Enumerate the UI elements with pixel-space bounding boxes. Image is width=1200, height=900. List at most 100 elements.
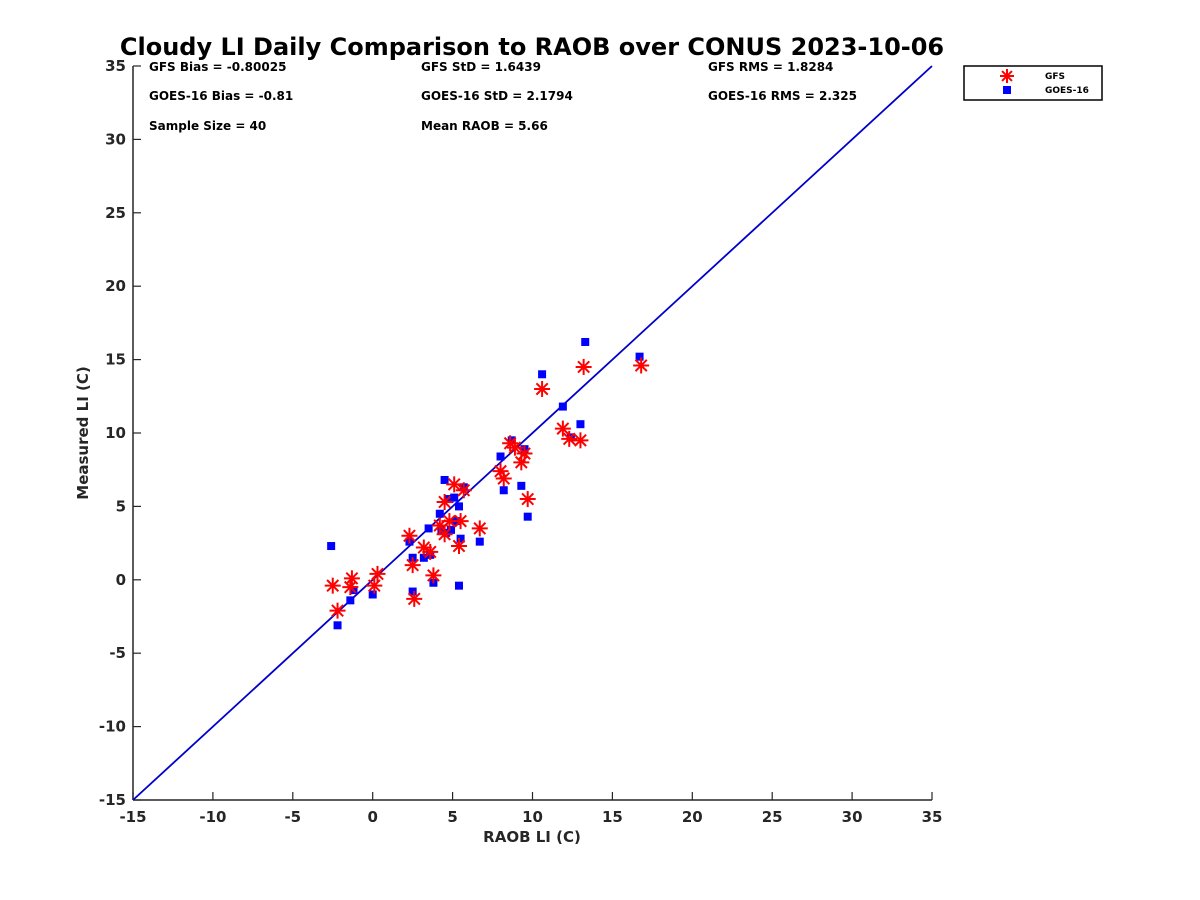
stat-label: GOES-16 RMS = 2.325 (708, 89, 857, 103)
legend-entry-label: GOES-16 (1045, 86, 1089, 96)
goes16-point (454, 502, 463, 511)
stat-label: GOES-16 StD = 2.1794 (421, 89, 573, 103)
goes16-point (475, 537, 484, 546)
x-tick-label: 30 (842, 808, 863, 826)
gfs-point (450, 538, 467, 555)
gfs-point (422, 543, 439, 560)
y-tick-label: 30 (105, 130, 126, 148)
stat-label: Mean RAOB = 5.66 (421, 119, 548, 133)
y-tick-label: -10 (99, 718, 126, 736)
y-tick-label: 10 (105, 424, 126, 442)
goes16-point (419, 553, 428, 562)
gfs-point (561, 430, 578, 447)
gfs-point (401, 527, 418, 544)
y-tick-label: 5 (116, 497, 126, 515)
gfs-point (575, 358, 592, 375)
x-tick-label: -10 (199, 808, 226, 826)
stat-label: GOES-16 Bias = -0.81 (149, 89, 293, 103)
goes16-point (447, 525, 456, 534)
goes16-point (523, 512, 532, 521)
reference-line (132, 65, 933, 801)
gfs-point (441, 513, 458, 530)
gfs-point (633, 357, 650, 374)
chart-title: Cloudy LI Daily Comparison to RAOB over … (120, 33, 944, 61)
stat-label: GFS RMS = 1.8284 (708, 60, 833, 74)
gfs-point (404, 557, 421, 574)
goes16-point (445, 495, 454, 504)
y-tick-label: 0 (116, 571, 126, 589)
y-axis-ticks: -15 -10 -5 0 5 10 15 20 25 30 35 (99, 57, 141, 809)
goes16-point (333, 621, 342, 630)
gfs-point (534, 380, 551, 397)
goes16-point (450, 493, 459, 502)
stat-label: GFS Bias = -0.80025 (149, 60, 286, 74)
legend: GFS GOES-16 (963, 65, 1103, 101)
goes16-point (499, 486, 508, 495)
goes16-point (496, 452, 505, 461)
legend-box (963, 65, 1103, 101)
gfs-point (329, 602, 346, 619)
one-to-one-line (132, 65, 933, 801)
gfs-point (324, 577, 341, 594)
y-tick-label: 20 (105, 277, 126, 295)
goes16-point (581, 337, 590, 346)
legend-gfs-marker (1000, 69, 1014, 83)
goes16-point (538, 370, 547, 379)
y-tick-label: -5 (109, 644, 126, 662)
gfs-point (452, 513, 469, 530)
goes16-point (576, 420, 585, 429)
gfs-point (455, 482, 472, 499)
goes16-point (440, 475, 449, 484)
legend-entry-label: GFS (1045, 72, 1065, 82)
x-tick-label: 20 (682, 808, 703, 826)
gfs-point (436, 493, 453, 510)
gfs-point (446, 476, 463, 493)
legend-goes16-marker (1003, 86, 1011, 94)
gfs-point (572, 432, 589, 449)
gfs-point (406, 590, 423, 607)
y-tick-label: 15 (105, 351, 126, 369)
y-tick-label: -15 (99, 791, 126, 809)
gfs-point (343, 570, 360, 587)
goes16-point (517, 481, 526, 490)
gfs-point (436, 526, 453, 543)
x-axis-label: RAOB LI (C) (483, 828, 581, 846)
stat-label: Sample Size = 40 (149, 119, 266, 133)
x-tick-label: 25 (762, 808, 783, 826)
goes16-point (456, 534, 465, 543)
stat-label: GFS StD = 1.6439 (421, 60, 541, 74)
goes16-point (408, 587, 417, 596)
gfs-point (471, 520, 488, 537)
x-tick-label: -5 (284, 808, 301, 826)
gfs-point (495, 470, 512, 487)
goes16-point (635, 352, 644, 361)
goes16-point (368, 590, 377, 599)
x-tick-label: 15 (602, 808, 623, 826)
goes16-point (346, 596, 355, 605)
y-tick-label: 35 (105, 57, 126, 75)
gfs-point (506, 439, 523, 456)
gfs-point (516, 445, 533, 462)
y-axis-label: Measured LI (C) (74, 366, 92, 499)
x-axis-ticks: -15 -10 -5 0 5 10 15 20 25 30 35 (119, 792, 942, 826)
goes16-point (435, 509, 444, 518)
x-tick-label: -15 (119, 808, 146, 826)
gfs-point (366, 577, 383, 594)
goes16-point (424, 524, 433, 533)
y-tick-label: 25 (105, 204, 126, 222)
goes16-point (327, 542, 336, 551)
x-tick-label: 10 (522, 808, 543, 826)
gfs-point (369, 565, 386, 582)
gfs-point (519, 491, 536, 508)
gfs-point (554, 420, 571, 437)
x-tick-label: 35 (922, 808, 943, 826)
legend-items: GFS GOES-16 (1000, 69, 1089, 96)
x-tick-label: 0 (367, 808, 377, 826)
x-tick-label: 5 (447, 808, 457, 826)
statistics-annotations: GFS Bias = -0.80025 GFS StD = 1.6439 GFS R… (149, 60, 857, 133)
goes16-point (558, 402, 567, 411)
gfs-point (425, 567, 442, 584)
goes16-point (454, 581, 463, 590)
series-gfs (324, 357, 650, 619)
